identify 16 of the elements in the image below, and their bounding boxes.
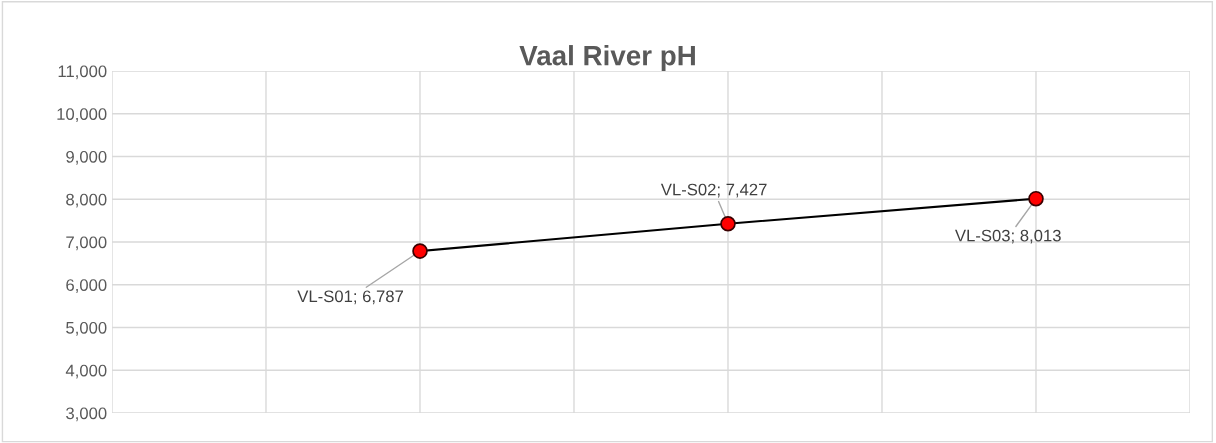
y-tick-label: 8,000 (66, 193, 107, 208)
point (412, 243, 428, 259)
y-tick-label: 11,000 (58, 65, 107, 80)
point (1028, 190, 1044, 207)
y-tick-label: 6,000 (66, 279, 107, 293)
y-tick-label: 9,000 (66, 150, 107, 165)
data-label: VL-S01; 6,787 (297, 290, 403, 305)
point (720, 215, 736, 232)
data-label: VL-S03; 8,013 (955, 229, 1061, 244)
data-label: VL-S02; 7,427 (660, 183, 767, 198)
y-tick-label: 4,000 (65, 364, 107, 379)
y-tick-label: 5,000 (66, 321, 107, 336)
chart-title: Vaal River pH (519, 45, 695, 71)
y-tick-label: 10,000 (57, 108, 107, 122)
y-tick-label: 3,000 (66, 407, 107, 422)
y-tick-label: 7,000 (66, 236, 107, 251)
